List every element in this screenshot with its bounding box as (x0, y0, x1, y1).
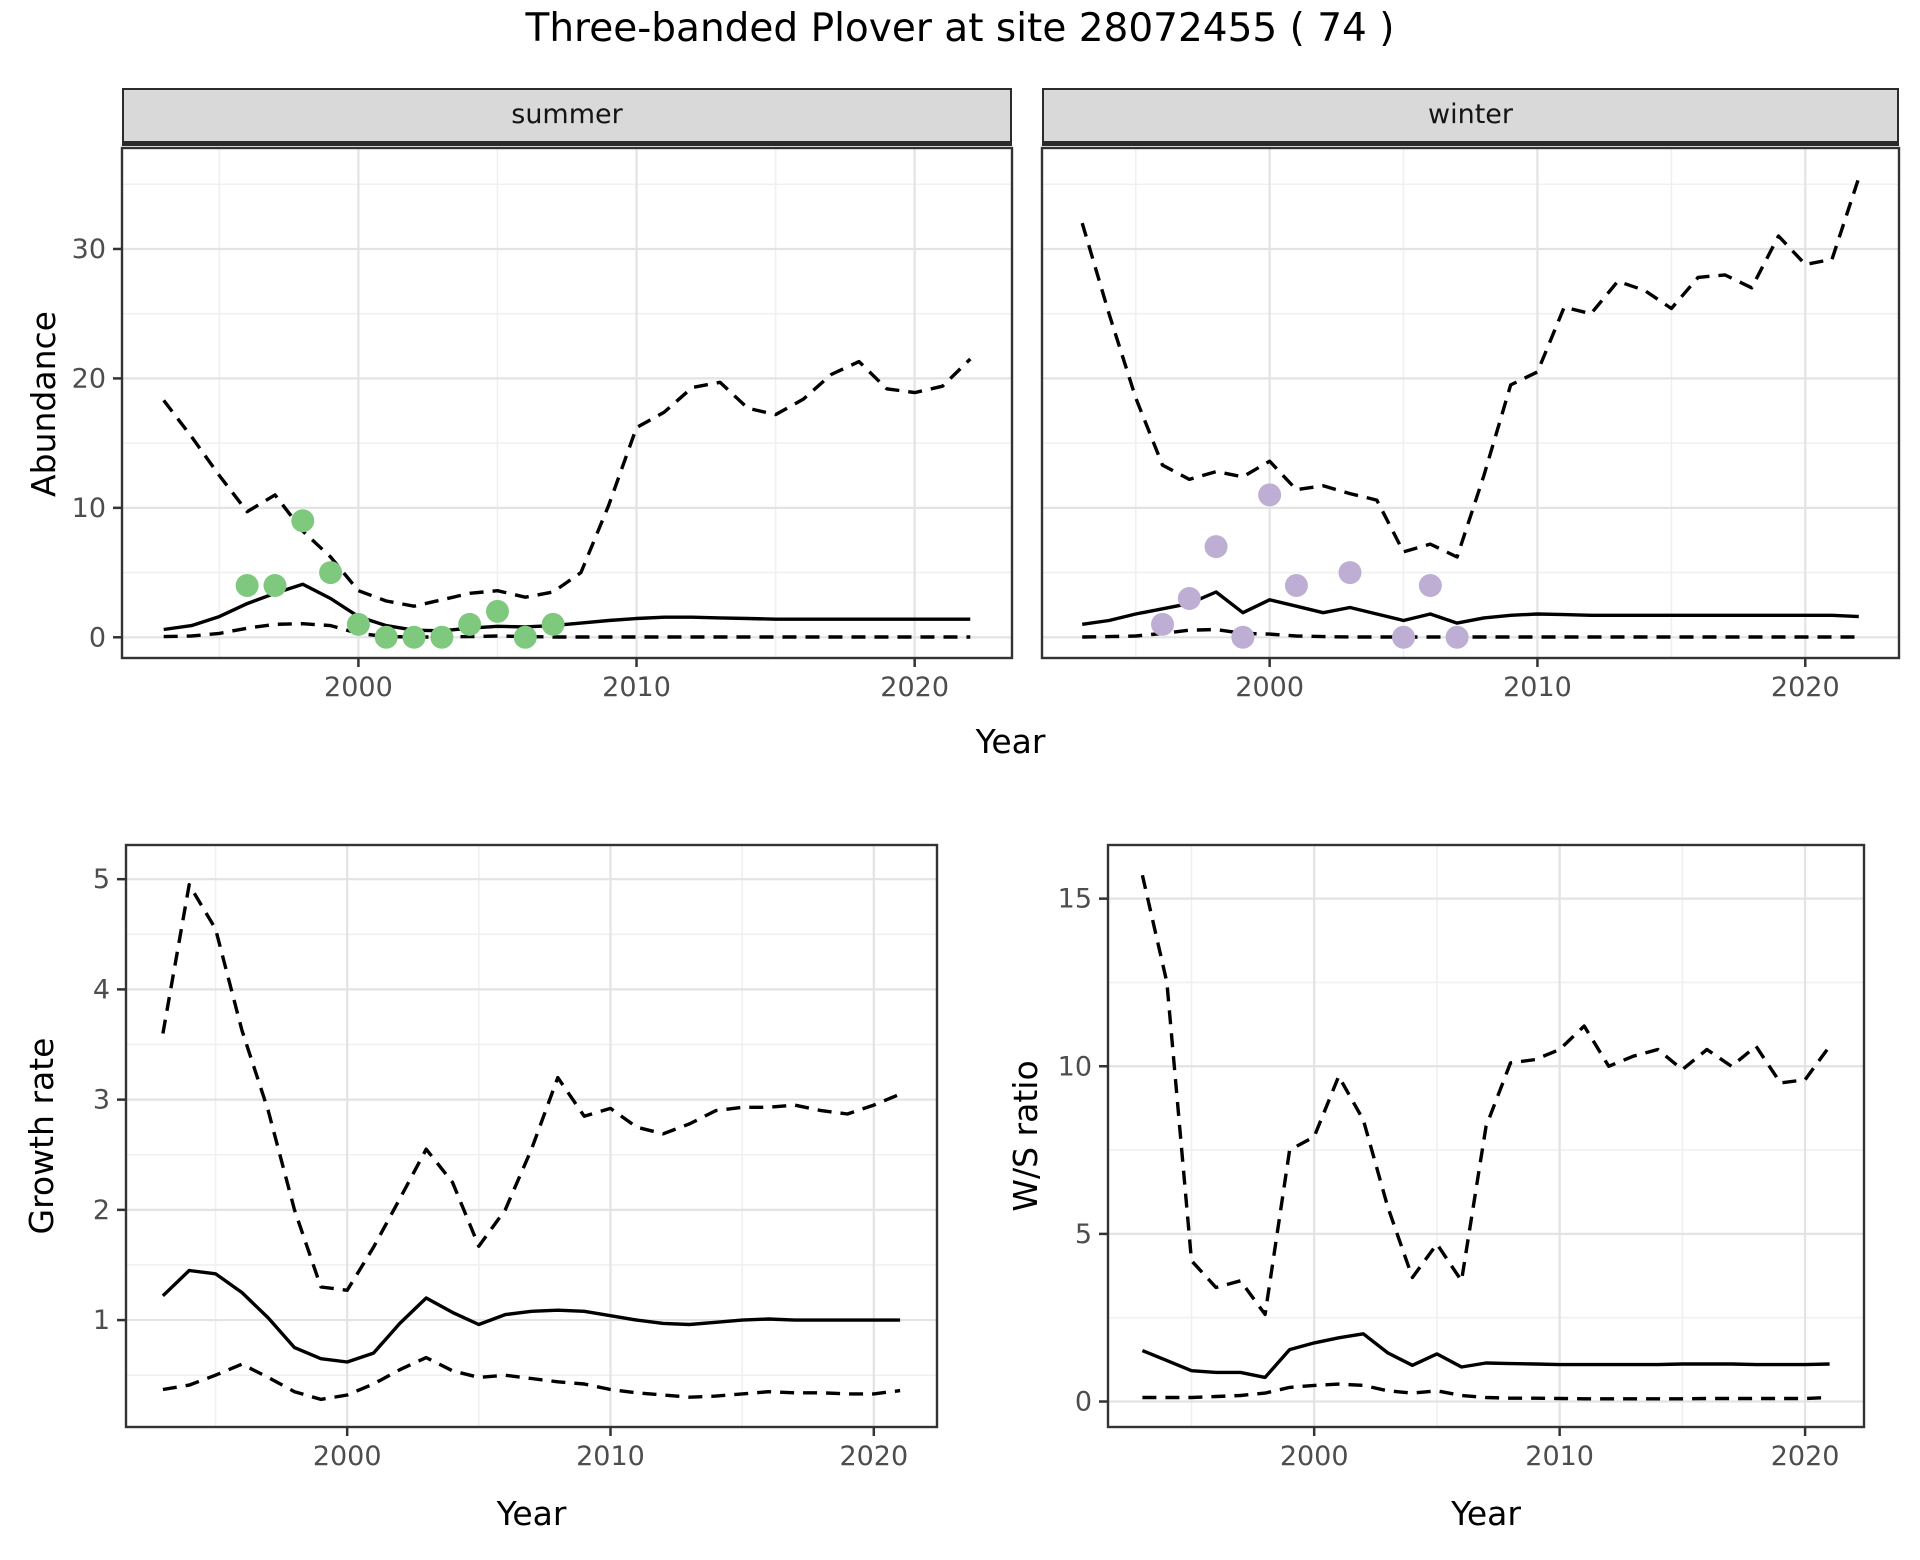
y-axis-title-abundance: Abundance (24, 311, 63, 497)
facet-strip-winter: winter (1042, 88, 1899, 146)
y-tick-label: 5 (93, 864, 110, 895)
y-tick-label: 10 (72, 493, 106, 524)
observed-point (319, 561, 343, 585)
observed-point (402, 625, 426, 649)
observed-point (1445, 625, 1469, 649)
panel-background (126, 845, 937, 1427)
observed-point (513, 625, 537, 649)
panel-background (1042, 148, 1899, 658)
panel-border (1040, 146, 1901, 660)
y-tick-label: 4 (93, 974, 110, 1005)
observed-point (1231, 625, 1255, 649)
observed-point (235, 574, 259, 598)
observed-point (1177, 586, 1201, 610)
y-tick-label: 15 (1058, 884, 1092, 915)
series-upper_95ci (161, 883, 901, 1292)
x-tick-label: 2000 (324, 672, 393, 703)
panel-border (120, 146, 1014, 660)
page-title: Three-banded Plover at site 28072455 ( 7… (525, 6, 1395, 51)
y-tick-label: 1 (93, 1305, 110, 1336)
observed-point (291, 509, 315, 533)
observed-point (1284, 574, 1308, 598)
facet-label-summer: summer (511, 99, 623, 130)
y-tick-label: 2 (93, 1195, 110, 1226)
observed-point (430, 625, 454, 649)
y-tick-label: 3 (93, 1085, 110, 1116)
observed-point (1258, 483, 1282, 507)
observed-point (346, 612, 370, 636)
y-tick-label: 0 (1075, 1387, 1092, 1418)
y-tick-label: 5 (1075, 1219, 1092, 1250)
x-tick-label: 2020 (1771, 1441, 1840, 1472)
y-axis-title-ws: W/S ratio (1006, 1060, 1045, 1212)
panel-border (1106, 843, 1866, 1429)
observed-point (485, 599, 509, 623)
observed-point (1338, 561, 1362, 585)
series-lower_95ci (1142, 1382, 1830, 1401)
observed-point (1204, 535, 1228, 559)
y-axis-title-growth: Growth rate (22, 1037, 61, 1235)
panel-border (124, 843, 939, 1429)
x-tick-label: 2020 (839, 1441, 908, 1472)
series-median (1141, 1332, 1830, 1380)
series-median (161, 1268, 901, 1364)
observed-point (1418, 574, 1442, 598)
facet-label-winter: winter (1428, 99, 1513, 130)
series-lower_95ci (163, 622, 971, 639)
x-axis-title-growth: Year (496, 1494, 567, 1533)
series-lower_95ci (162, 1355, 901, 1402)
x-axis-title-ws: Year (1451, 1494, 1521, 1533)
x-axis-title-top: Year (975, 722, 1046, 761)
y-tick-label: 0 (89, 622, 106, 653)
observed-point (1151, 612, 1175, 636)
y-tick-label: 30 (72, 234, 106, 265)
x-tick-label: 2020 (1771, 672, 1840, 703)
facet-strip-summer: summer (122, 88, 1012, 146)
series-upper_95ci (1080, 177, 1861, 559)
observed-point (541, 612, 565, 636)
observed-point (458, 612, 482, 636)
x-tick-label: 2000 (313, 1441, 382, 1472)
y-tick-label: 20 (72, 363, 106, 394)
series-upper_95ci (1140, 874, 1831, 1317)
x-tick-label: 2000 (1235, 672, 1304, 703)
y-tick-label: 10 (1058, 1051, 1092, 1082)
x-tick-label: 2010 (1503, 672, 1572, 703)
observed-point (374, 625, 398, 649)
x-tick-label: 2010 (602, 672, 671, 703)
x-tick-label: 2000 (1280, 1441, 1349, 1472)
observed-point (1392, 625, 1416, 649)
x-tick-label: 2010 (1525, 1441, 1594, 1472)
series-median (163, 582, 971, 633)
observed-point (263, 574, 287, 598)
x-tick-label: 2020 (880, 672, 949, 703)
series-lower_95ci (1082, 627, 1859, 639)
x-tick-label: 2010 (576, 1441, 645, 1472)
series-median (1081, 590, 1859, 626)
